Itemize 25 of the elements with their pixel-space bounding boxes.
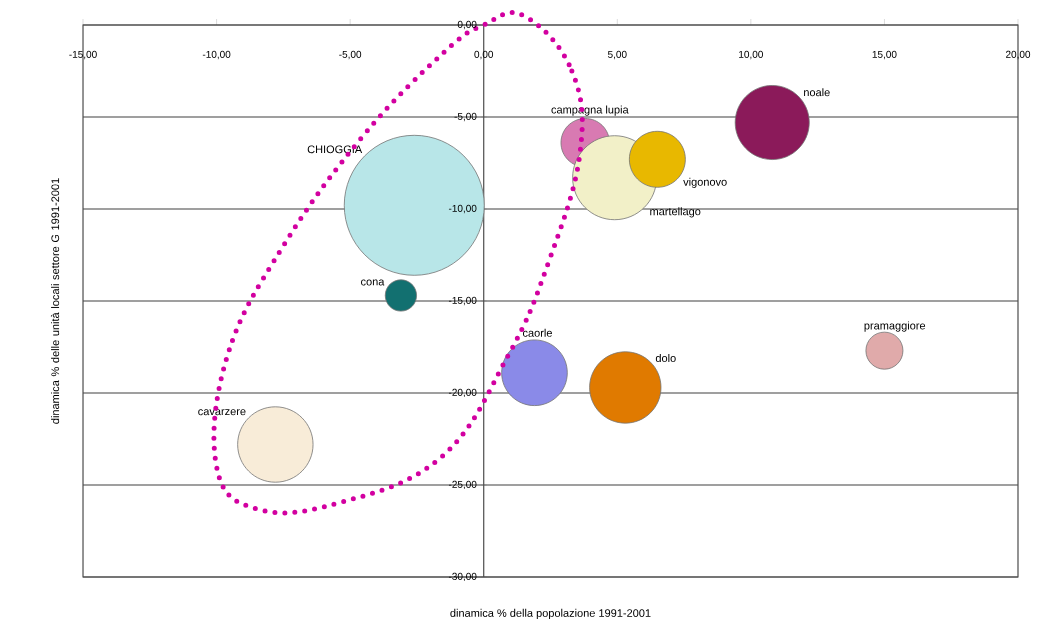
x-axis-title: dinamica % della popolazione 1991-2001 xyxy=(450,608,651,620)
series-label: pramaggiore xyxy=(864,321,926,332)
series-label: martellago xyxy=(650,207,701,218)
y-axis-title: dinamica % delle unità locali settore G 1991-2001 xyxy=(50,178,60,424)
x-tick-label: 15,00 xyxy=(872,50,897,60)
x-tick-label: 5,00 xyxy=(607,50,627,60)
x-tick-label: -10,00 xyxy=(202,50,231,60)
y-tick-label: -10,00 xyxy=(448,204,477,214)
y-tick-label: -25,00 xyxy=(448,480,477,490)
x-tick-label: 10,00 xyxy=(739,50,763,60)
text: CHIOGGIA xyxy=(307,145,363,154)
x-tick-label: -15,00 xyxy=(69,50,97,60)
y-tick-label: -30,00 xyxy=(448,572,477,582)
series-label: dolo xyxy=(655,353,676,363)
x-tick-label: 20,00 xyxy=(1005,50,1031,60)
y-tick-label: 0,00 xyxy=(457,20,477,30)
y-tick-label: -15,00 xyxy=(448,296,477,306)
series-label: caorle xyxy=(522,328,552,337)
x-tick-label: -5,00 xyxy=(339,50,362,60)
series-label: vigonovo xyxy=(683,177,727,188)
series-label: cona xyxy=(361,279,385,286)
y-tick-label: -5,00 xyxy=(454,112,477,122)
series-label: cavarzere xyxy=(198,409,246,416)
series-label: noale xyxy=(804,88,830,97)
y-tick-label: -20,00 xyxy=(448,388,477,398)
